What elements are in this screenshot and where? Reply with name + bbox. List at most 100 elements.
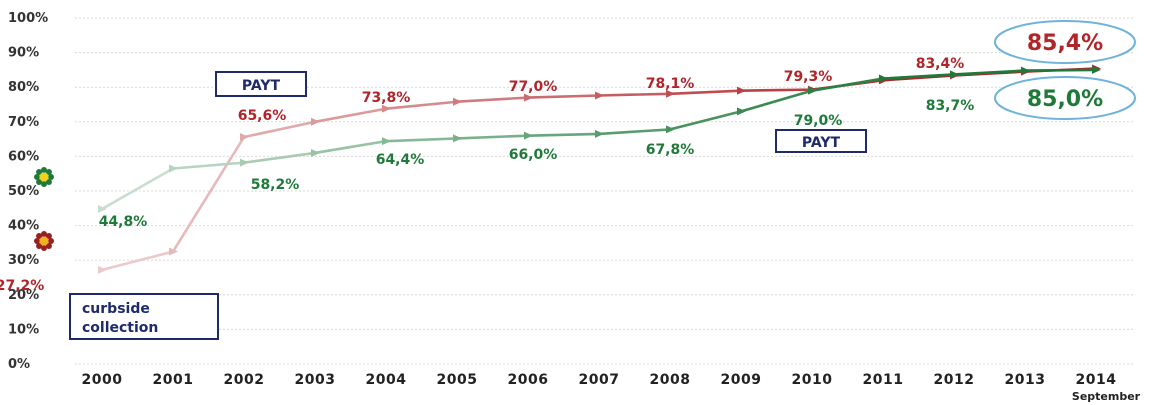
series-0-segment [455,96,530,104]
y-tick-label: 100% [8,11,48,26]
series-0-segment [739,88,814,92]
series-1-point [737,107,746,116]
series-0-point [595,91,604,100]
x-tick-label: 2009 [721,372,762,388]
series-0-data-label: 65,6% [238,108,287,124]
x-tick-label: 2006 [508,372,549,388]
series-1-point [879,74,888,83]
x-tick-label: 2010 [792,372,833,388]
series-0-point [524,93,533,102]
payt-label: PAYT [802,135,841,151]
y-tick-label: 50% [8,184,39,199]
y-tick-label: 10% [8,322,39,337]
x-tick-label: 2013 [1005,372,1046,388]
series-0-segment [526,94,601,99]
series-1-point [1092,65,1101,74]
y-tick-label: 0% [8,357,30,372]
series-1-segment [100,167,175,211]
series-1-point [453,134,462,143]
series-1-segment [1023,68,1098,72]
series-1-segment [526,132,601,137]
series-0-segment [171,135,246,253]
series-0-point [737,86,746,95]
x-tick-label: 2012 [934,372,975,388]
series-1-data-label: 67,8% [646,142,695,158]
series-1-point [1021,66,1030,75]
y-tick-label: 90% [8,46,39,61]
series-1-point [595,129,604,138]
series-1-segment [455,134,530,140]
series-0-point [311,117,320,126]
x-tick-label: 2004 [366,372,407,388]
x-tick-label: 2001 [153,372,194,388]
series-layer [98,64,1101,274]
series-0-point [382,104,391,113]
grid [75,17,1135,365]
series-0-segment [384,100,459,110]
y-tick-label: 40% [8,219,39,234]
x-tick-label: 2003 [295,372,336,388]
series-0-data-label: 83,4% [916,56,965,72]
y-tick-label: 20% [8,288,39,303]
series-1-segment [952,69,1027,76]
series-1-point [808,86,817,95]
x-tick-label: 2011 [863,372,904,388]
series-1-segment [384,137,459,143]
y-tick-label: 80% [8,80,39,95]
series-0-point [240,133,249,142]
series-0-point [453,97,462,106]
annotations: 85,4% 85,0% PAYT PAYT curbside collection [34,20,1136,340]
series-0-segment [100,250,175,272]
y-tick-label: 60% [8,149,39,164]
series-0-segment [668,89,743,96]
series-1-point [169,164,178,173]
series-0-data-label: 27,2% [0,278,44,294]
end-label-ellipse [994,20,1136,64]
series-0-segment [313,107,388,124]
x-tick-label: 2014 [1076,372,1117,388]
curbside-label: collection [82,320,158,336]
curbside-box [69,293,219,340]
series-1-point [950,70,959,79]
series-0-end-label: 85,4% [1027,31,1103,56]
series-1-segment [313,139,388,155]
series-1-point [240,158,249,167]
series-0-data-label: 77,0% [509,79,558,95]
x-tick-sublabel: September [1072,390,1141,403]
series-1-data-label: 66,0% [509,147,558,163]
red-series-marker-icon [34,231,54,251]
series-1-end-label: 85,0% [1027,87,1103,112]
x-tick-label: 2005 [437,372,478,388]
y-tick-label: 70% [8,115,39,130]
series-1-data-label: 44,8% [99,214,148,230]
series-1-data-label: 79,0% [794,113,843,129]
x-tick-label: 2007 [579,372,620,388]
series-1-segment [810,77,885,92]
green-series-marker-icon [34,167,54,187]
series-1-segment [242,151,317,164]
series-1-segment [739,89,814,113]
series-1-segment [597,128,672,136]
series-1-segment [171,161,246,170]
series-0-point [98,265,107,274]
curbside-label: curbside [82,301,150,317]
x-tick-label: 2002 [224,372,265,388]
series-0-point [169,247,178,256]
x-axis-ticks: 2000 2001 2002 2003 2004 2005 2006 2007 2008 2009… [82,372,1141,403]
x-tick-label: 2008 [650,372,691,388]
series-1-segment [668,110,743,131]
series-1-data-label: 83,7% [926,98,975,114]
y-axis-ticks: 0% 10% 20% 30% 40% 50% 60% 70% 80% 90% 100% [8,11,48,372]
data-labels: 27,2% 65,6% 73,8% 77,0% 78,1% 79,3% 83,4% 44,8%… [0,56,974,294]
y-tick-label: 30% [8,253,39,268]
payt-box [215,71,307,97]
series-1-point [666,125,675,134]
payt-box [775,129,867,153]
series-0-data-label: 78,1% [646,76,695,92]
payt-label: PAYT [242,78,281,94]
series-1-data-label: 64,4% [376,152,425,168]
series-0-data-label: 73,8% [362,90,411,106]
series-0-point [666,89,675,98]
